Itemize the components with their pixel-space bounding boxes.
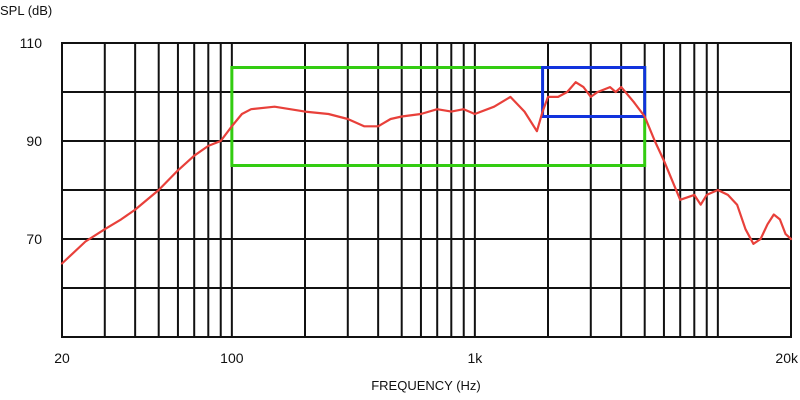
plot-frame: [61, 42, 792, 338]
y-tick-labels: 110 90 70: [20, 35, 43, 247]
series-layer: [60, 81, 793, 265]
grid-lines: [61, 42, 792, 338]
y-tick-label: 90: [26, 133, 42, 149]
highlight-box-blue: [541, 66, 647, 118]
x-tick-label: 1k: [467, 350, 483, 366]
y-tick-label: 110: [20, 35, 43, 51]
x-axis-title: FREQUENCY (Hz): [371, 378, 481, 393]
y-axis-title: SPL (dB): [0, 3, 52, 18]
x-tick-labels: 20 100 1k 20k: [54, 350, 799, 366]
series-line-0: [60, 81, 793, 265]
y-tick-label: 70: [26, 231, 42, 247]
highlight-boxes: [230, 66, 647, 167]
x-tick-label: 100: [220, 350, 244, 366]
x-tick-label: 20: [54, 350, 70, 366]
x-tick-label: 20k: [775, 350, 799, 366]
